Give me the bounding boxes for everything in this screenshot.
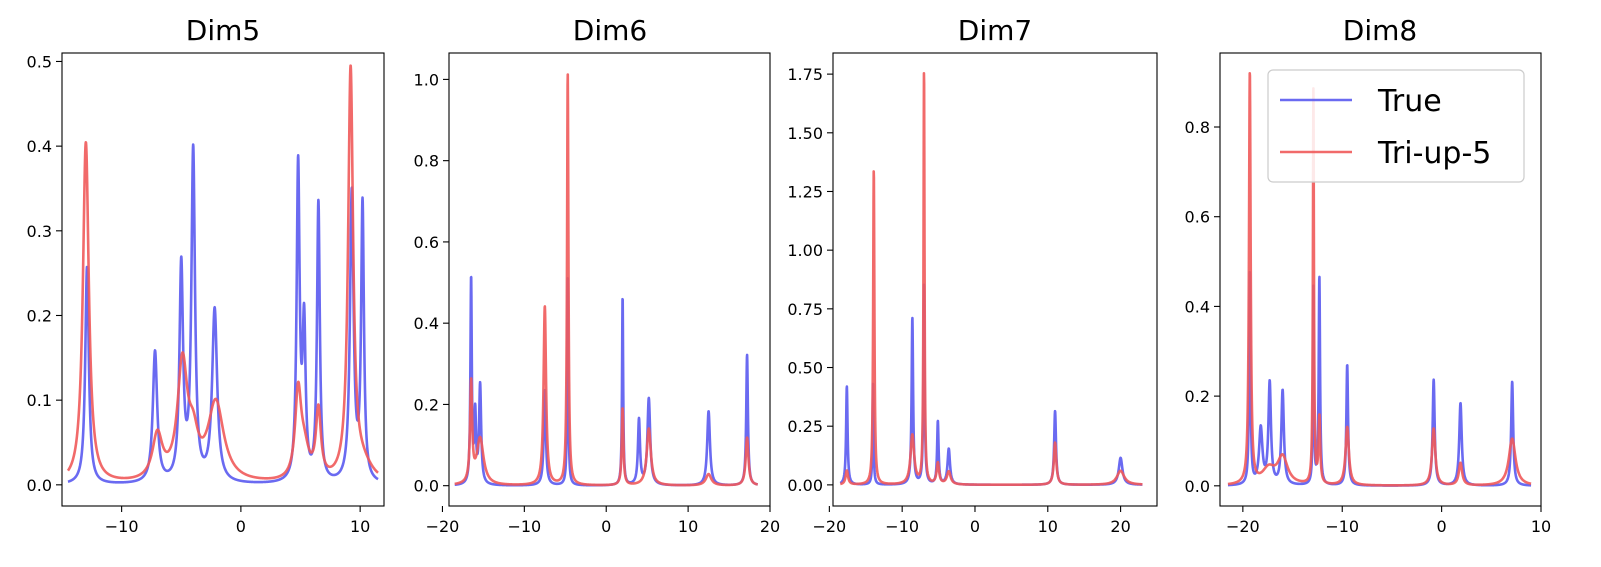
legend-label: True bbox=[1377, 84, 1442, 119]
y-tick-label: 1.50 bbox=[787, 124, 823, 143]
x-tick-label: 0 bbox=[601, 517, 611, 536]
y-tick-label: 0.3 bbox=[27, 222, 52, 241]
y-tick-label: 0.6 bbox=[1185, 208, 1210, 227]
y-tick-label: 1.75 bbox=[787, 65, 823, 84]
series-line-true bbox=[66, 143, 380, 484]
axes-frame bbox=[1219, 52, 1542, 507]
y-tick-label: 1.25 bbox=[787, 182, 823, 201]
legend-label: Tri-up-5 bbox=[1377, 136, 1491, 171]
axes-frame bbox=[61, 52, 385, 507]
panel-dim6: Dim6 −20 −10 0 10 20 0.0 0.2 0.4 0.6 0.8 1.0 bbox=[414, 14, 781, 536]
y-tick-label: 0.50 bbox=[787, 359, 823, 378]
y-tick-label: 0.00 bbox=[787, 476, 823, 495]
panel-dim8: Dim8 −20 −10 0 10 0.0 0.2 0.4 0.6 0.8 True Tri-up-… bbox=[1185, 14, 1552, 536]
x-tick-label: −10 bbox=[105, 517, 139, 536]
x-tick-label: 20 bbox=[760, 517, 780, 536]
y-tick-label: 0.6 bbox=[414, 233, 439, 252]
x-tick-label: 0 bbox=[1437, 517, 1447, 536]
x-tick-label: 10 bbox=[350, 517, 370, 536]
panel-title: Dim8 bbox=[1343, 14, 1417, 47]
panel-title: Dim7 bbox=[958, 14, 1032, 47]
y-tick-label: 0.25 bbox=[787, 417, 823, 436]
x-tick-label: −20 bbox=[426, 517, 460, 536]
series-line-tri-up-5 bbox=[453, 73, 759, 487]
plot-area bbox=[1226, 71, 1533, 487]
panel-dim7: Dim7 −20 −10 0 10 20 0.00 0.25 0.50 0.75 1.00 1.25… bbox=[787, 14, 1158, 536]
y-tick-label: 0.2 bbox=[27, 306, 52, 325]
x-tick-label: 10 bbox=[1038, 517, 1058, 536]
y-tick-label: 0.75 bbox=[787, 300, 823, 319]
y-tick-label: 1.00 bbox=[787, 241, 823, 260]
y-tick-label: 0.2 bbox=[414, 395, 439, 414]
x-tick-label: 20 bbox=[1110, 517, 1130, 536]
series-line-tri-up-5 bbox=[839, 72, 1144, 487]
y-tick-label: 0.8 bbox=[1185, 118, 1210, 137]
y-tick-label: 0.1 bbox=[27, 391, 52, 410]
x-tick-label: 0 bbox=[236, 517, 246, 536]
axes-frame bbox=[832, 52, 1158, 507]
y-tick-label: 0.5 bbox=[27, 52, 52, 71]
y-tick-label: 0.2 bbox=[1185, 387, 1210, 406]
x-tick-label: −10 bbox=[1325, 517, 1359, 536]
x-tick-label: −20 bbox=[812, 517, 846, 536]
y-tick-label: 0.4 bbox=[27, 137, 52, 156]
series-line-tri-up-5 bbox=[66, 64, 380, 480]
x-tick-label: 0 bbox=[970, 517, 980, 536]
y-tick-label: 0.4 bbox=[1185, 297, 1210, 316]
axes-frame bbox=[448, 52, 771, 507]
plot-area bbox=[453, 73, 759, 487]
legend: True Tri-up-5 bbox=[1267, 69, 1525, 183]
y-tick-label: 0.4 bbox=[414, 314, 439, 333]
y-tick-label: 1.0 bbox=[414, 70, 439, 89]
x-tick-label: −10 bbox=[507, 517, 541, 536]
panel-title: Dim6 bbox=[573, 14, 647, 47]
y-tick-label: 0.0 bbox=[27, 476, 52, 495]
series-line-tri-up-5 bbox=[1226, 71, 1533, 487]
legend-box bbox=[1267, 69, 1525, 183]
plot-area bbox=[66, 64, 380, 484]
y-tick-label: 0.8 bbox=[414, 152, 439, 171]
y-tick-label: 0.0 bbox=[1185, 477, 1210, 496]
x-tick-label: −10 bbox=[885, 517, 919, 536]
panel-title: Dim5 bbox=[186, 14, 260, 47]
x-tick-label: 10 bbox=[678, 517, 698, 536]
x-tick-label: −20 bbox=[1226, 517, 1260, 536]
plot-area bbox=[839, 72, 1144, 487]
x-tick-label: 10 bbox=[1531, 517, 1551, 536]
panel-dim5: Dim5 −10 0 10 0.0 0.1 0.2 0.3 0.4 0.5 bbox=[27, 14, 385, 536]
y-tick-label: 0.0 bbox=[414, 477, 439, 496]
